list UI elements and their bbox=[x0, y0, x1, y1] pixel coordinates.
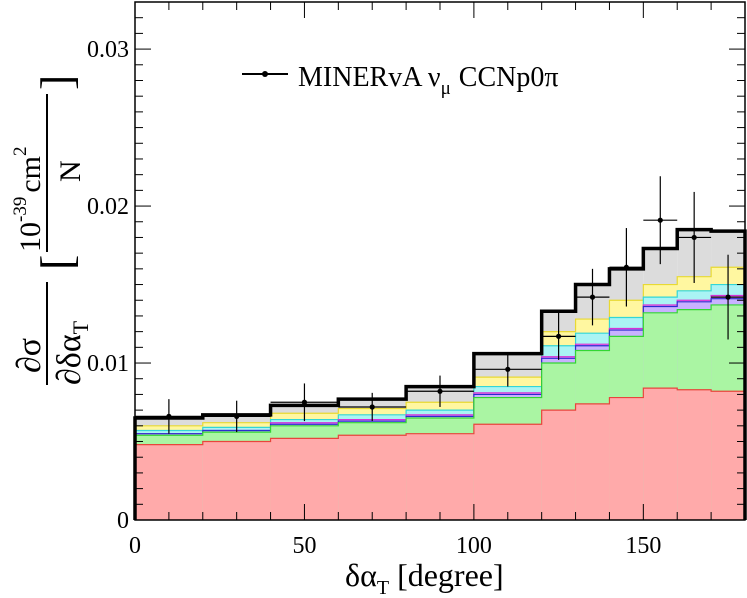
y-tick-label: 0.03 bbox=[87, 37, 129, 63]
data-marker bbox=[657, 217, 663, 223]
hist-bar bbox=[202, 441, 271, 520]
y-title-denominator: ∂δαT bbox=[51, 320, 93, 385]
y-axis-title: ∂σ ∂δαT [ 10-39cm2 N ] bbox=[10, 75, 93, 385]
x-tick-label: 50 bbox=[292, 533, 316, 559]
data-point bbox=[406, 375, 474, 407]
hist-bar bbox=[643, 388, 678, 520]
data-point bbox=[270, 383, 339, 422]
hist-bar bbox=[575, 403, 610, 520]
hist-layer-line bbox=[135, 387, 745, 446]
y-tick-label: 0 bbox=[117, 508, 129, 534]
data-marker bbox=[437, 388, 443, 394]
hist-bar bbox=[406, 433, 474, 520]
tick-labels: 0 50 100 150 0 0.01 0.02 0.03 bbox=[87, 37, 661, 559]
y-tick-label: 0.02 bbox=[87, 194, 129, 220]
legend-label: MINERvA νμ CCNp0π bbox=[298, 62, 558, 99]
hist-bar bbox=[677, 389, 712, 520]
data-point bbox=[643, 176, 678, 265]
data-marker bbox=[166, 413, 172, 419]
data-marker bbox=[691, 234, 697, 241]
data-point bbox=[677, 191, 712, 283]
x-tick-label: 150 bbox=[625, 533, 661, 559]
legend-marker bbox=[262, 71, 268, 77]
y-title-left-bracket: [ bbox=[31, 255, 82, 270]
data-marker bbox=[556, 333, 562, 339]
data-point bbox=[711, 254, 745, 340]
data-marker bbox=[623, 264, 629, 270]
total-prediction-line bbox=[133, 227, 747, 520]
y-title-numerator: ∂σ bbox=[11, 338, 48, 373]
hist-bar bbox=[135, 444, 203, 520]
y-title-unit-base: 10-39cm2 bbox=[10, 147, 47, 252]
data-marker bbox=[505, 366, 511, 372]
data-marker bbox=[725, 294, 731, 300]
y-title-unit-n: N bbox=[54, 160, 87, 182]
hist-layer-line bbox=[135, 304, 745, 436]
x-tick-label: 100 bbox=[456, 533, 492, 559]
hist-bar bbox=[541, 410, 576, 520]
data-point bbox=[202, 400, 271, 433]
data-point bbox=[541, 312, 576, 360]
x-tick-label: 0 bbox=[129, 533, 141, 559]
y-title-right-bracket: ] bbox=[31, 75, 82, 90]
data-point bbox=[338, 392, 407, 422]
hist-bar bbox=[609, 397, 644, 520]
hist-bar bbox=[338, 435, 407, 520]
axis-ticks bbox=[134, 1, 746, 521]
hist-bar bbox=[473, 424, 542, 520]
legend: MINERvA νμ CCNp0π bbox=[242, 62, 558, 99]
data-points bbox=[135, 176, 745, 434]
data-marker bbox=[234, 413, 240, 419]
data-point bbox=[473, 352, 542, 387]
data-marker bbox=[369, 404, 375, 410]
data-point bbox=[609, 228, 644, 307]
y-tick-label: 0.01 bbox=[87, 351, 129, 377]
hist-layer-1 bbox=[135, 387, 745, 520]
data-marker bbox=[301, 399, 308, 405]
x-axis-title: δαT [degree] bbox=[345, 557, 504, 598]
data-point bbox=[575, 268, 610, 326]
hist-bar bbox=[711, 391, 745, 520]
data-point bbox=[135, 399, 203, 434]
stacked-histogram bbox=[135, 229, 745, 520]
data-marker bbox=[589, 294, 596, 300]
total-outline bbox=[133, 227, 747, 520]
